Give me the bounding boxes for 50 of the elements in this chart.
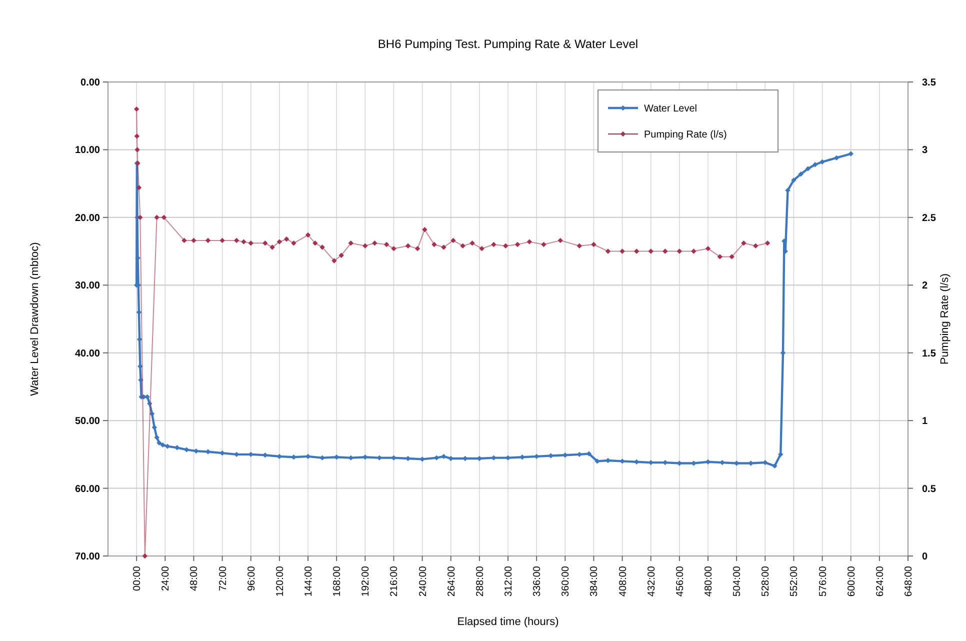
chart-title: BH6 Pumping Test. Pumping Rate & Water Level (378, 37, 638, 51)
x-tick-label: 120:00 (274, 566, 286, 597)
y-tick-label: 30.00 (74, 280, 100, 292)
legend-label: Water Level (644, 104, 697, 114)
x-tick-label: 480:00 (704, 566, 714, 597)
y2-tick-label: 0.5 (922, 484, 936, 495)
y2-tick-label: 1.5 (922, 348, 936, 360)
x-tick-label: 168:00 (332, 566, 344, 597)
x-tick-label: 456:00 (674, 566, 686, 597)
y-tick-label: 0.00 (80, 78, 100, 88)
y2-tick-label: 1 (922, 416, 928, 428)
y2-tick-label: 2 (922, 280, 928, 292)
x-tick-label: 384:00 (589, 566, 600, 597)
x-tick-label: 264:00 (446, 566, 458, 597)
x-tick-label: 552:00 (789, 566, 800, 597)
x-tick-label: 240:00 (418, 566, 429, 597)
x-tick-label: 288:00 (474, 566, 486, 597)
x-tick-label: 192:00 (360, 566, 372, 597)
y-tick-label: 60.00 (74, 484, 100, 495)
x-tick-label: 48:00 (189, 566, 200, 592)
x-tick-label: 216:00 (389, 566, 400, 597)
y2-tick-label: 0 (922, 552, 928, 562)
x-tick-label: 408:00 (618, 566, 629, 597)
x-tick-label: 432:00 (646, 566, 658, 597)
x-tick-label: 72:00 (218, 566, 229, 592)
y2-tick-label: 3.5 (922, 78, 936, 88)
x-tick-label: 144:00 (304, 566, 314, 597)
x-tick-label: 312:00 (504, 566, 514, 597)
legend-label: Pumping Rate (l/s) (644, 130, 727, 140)
y-tick-label: 50.00 (74, 416, 100, 428)
x-tick-label: 360:00 (560, 566, 572, 597)
x-tick-label: 576:00 (818, 566, 829, 597)
y2-tick-label: 2.5 (922, 212, 936, 224)
x-tick-label: 648:00 (904, 566, 914, 597)
y-tick-label: 10.00 (74, 145, 100, 156)
y-tick-label: 70.00 (74, 552, 100, 562)
x-tick-label: 624:00 (874, 566, 886, 597)
x-tick-label: 24:00 (160, 566, 172, 592)
y-tick-label: 40.00 (74, 348, 100, 360)
x-tick-label: 528:00 (760, 566, 772, 597)
x-tick-label: 504:00 (732, 566, 744, 597)
x-tick-label: 00:00 (132, 566, 144, 592)
x-tick-label: 600:00 (846, 566, 858, 597)
y2-axis-title: Pumping Rate (l/s) (939, 273, 951, 365)
x-tick-label: 96:00 (246, 566, 258, 592)
y-axis-title: Water Level Drawdown (mbtoc) (29, 242, 41, 396)
x-tick-label: 336:00 (532, 566, 544, 597)
x-axis-title: Elapsed time (hours) (457, 616, 559, 628)
y2-tick-label: 3 (922, 145, 928, 156)
y-tick-label: 20.00 (74, 212, 100, 224)
